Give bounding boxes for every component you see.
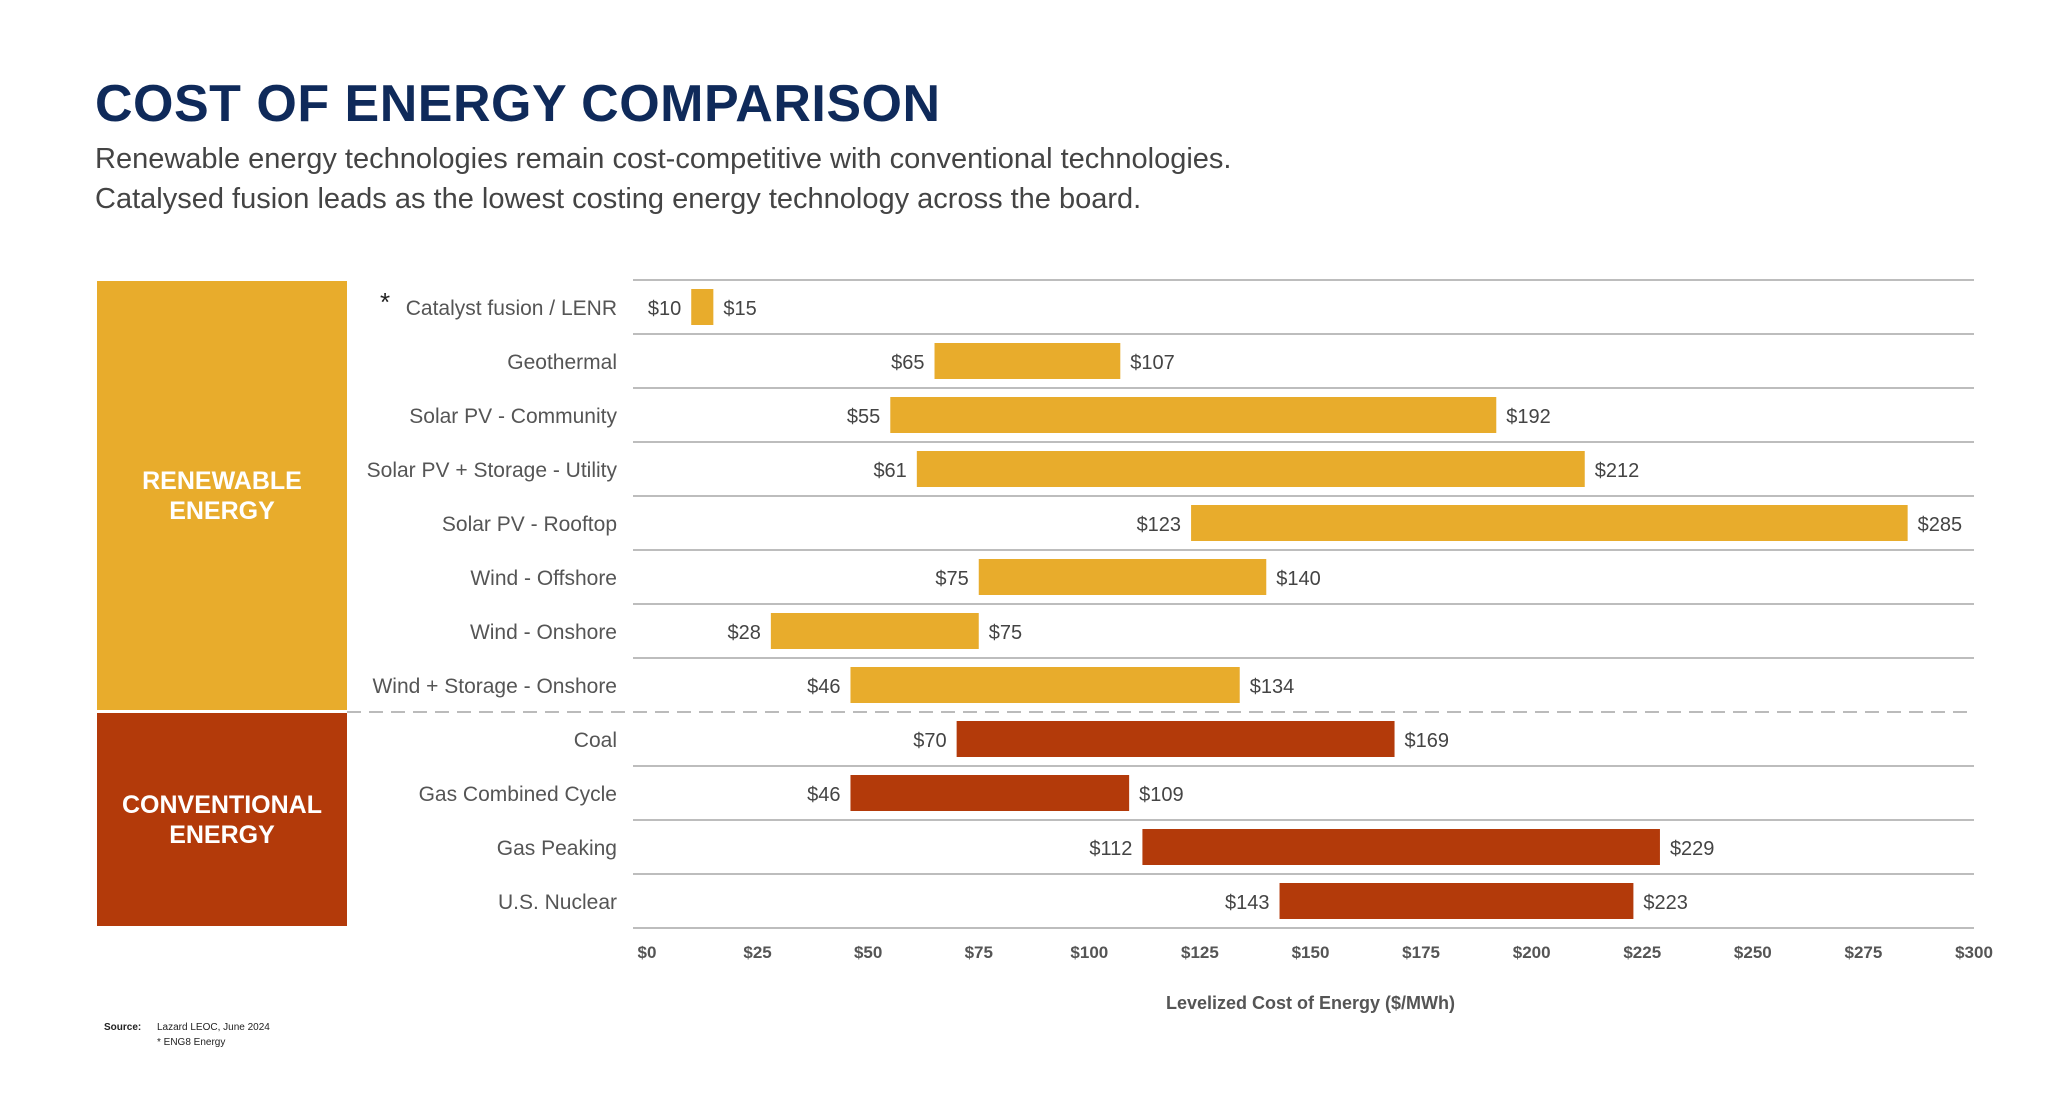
bar-renewable bbox=[890, 397, 1497, 433]
x-tick-label: $300 bbox=[1955, 943, 1993, 962]
subtitle-line-1: Renewable energy technologies remain cos… bbox=[95, 143, 1232, 175]
high-value-label: $229 bbox=[1670, 838, 1715, 860]
bar-renewable bbox=[934, 343, 1121, 379]
x-tick-label: $225 bbox=[1623, 943, 1661, 962]
bar-conventional bbox=[956, 721, 1395, 757]
row-label: U.S. Nuclear bbox=[498, 891, 617, 914]
x-tick-label: $125 bbox=[1181, 943, 1219, 962]
bar-renewable bbox=[916, 451, 1585, 487]
low-value-label: $123 bbox=[1137, 514, 1182, 536]
row-label: Catalyst fusion / LENR bbox=[406, 297, 617, 320]
high-value-label: $134 bbox=[1250, 676, 1295, 698]
low-value-label: $46 bbox=[807, 784, 840, 806]
x-tick-label: $25 bbox=[743, 943, 771, 962]
row-label: Wind - Onshore bbox=[470, 621, 617, 644]
bar-renewable bbox=[770, 613, 979, 649]
high-value-label: $107 bbox=[1130, 352, 1175, 374]
source-text: Lazard LEOC, June 2024 bbox=[157, 1022, 270, 1033]
page-title: COST OF ENERGY COMPARISON bbox=[95, 75, 941, 133]
x-tick-label: $175 bbox=[1402, 943, 1440, 962]
high-value-label: $140 bbox=[1276, 568, 1321, 590]
footnote-marker: * bbox=[380, 287, 390, 317]
bar-renewable bbox=[1191, 505, 1908, 541]
high-value-label: $75 bbox=[989, 622, 1022, 644]
low-value-label: $10 bbox=[648, 298, 681, 320]
x-tick-label: $250 bbox=[1734, 943, 1772, 962]
row-label: Solar PV - Community bbox=[409, 405, 617, 428]
high-value-label: $169 bbox=[1405, 730, 1450, 752]
bar-renewable bbox=[850, 667, 1240, 703]
row-label: Coal bbox=[574, 729, 617, 752]
x-tick-label: $50 bbox=[854, 943, 882, 962]
high-value-label: $212 bbox=[1595, 460, 1640, 482]
high-value-label: $192 bbox=[1506, 406, 1551, 428]
high-value-label: $285 bbox=[1918, 514, 1963, 536]
source-label: Source: bbox=[104, 1022, 142, 1033]
low-value-label: $46 bbox=[807, 676, 840, 698]
conventional-energy-category: CONVENTIONAL ENERGY bbox=[97, 713, 347, 926]
low-value-label: $28 bbox=[727, 622, 760, 644]
low-value-label: $70 bbox=[913, 730, 946, 752]
x-tick-label: $200 bbox=[1513, 943, 1551, 962]
bar-conventional bbox=[1279, 883, 1634, 919]
conventional-label-1: CONVENTIONAL bbox=[122, 790, 322, 819]
bar-conventional bbox=[850, 775, 1130, 811]
row-label: Wind + Storage - Onshore bbox=[372, 675, 617, 698]
bar-renewable bbox=[691, 289, 714, 325]
subtitle-line-2: Catalysed fusion leads as the lowest cos… bbox=[95, 183, 1142, 215]
row-label: Gas Combined Cycle bbox=[419, 783, 617, 806]
x-tick-label: $0 bbox=[638, 943, 657, 962]
low-value-label: $143 bbox=[1225, 892, 1270, 914]
renewable-energy-category: RENEWABLE ENERGY bbox=[97, 281, 347, 710]
x-axis-title: Levelized Cost of Energy ($/MWh) bbox=[1166, 993, 1455, 1013]
low-value-label: $75 bbox=[935, 568, 968, 590]
renewable-label-2: ENERGY bbox=[169, 496, 275, 525]
source-note: * ENG8 Energy bbox=[157, 1037, 226, 1048]
x-tick-label: $275 bbox=[1845, 943, 1883, 962]
high-value-label: $109 bbox=[1139, 784, 1184, 806]
bar-renewable bbox=[978, 559, 1267, 595]
row-label: Solar PV + Storage - Utility bbox=[367, 459, 618, 482]
row-label: Wind - Offshore bbox=[470, 567, 617, 590]
low-value-label: $65 bbox=[891, 352, 924, 374]
row-label: Solar PV - Rooftop bbox=[442, 513, 617, 536]
high-value-label: $15 bbox=[723, 298, 756, 320]
x-tick-label: $150 bbox=[1292, 943, 1330, 962]
row-label: Geothermal bbox=[507, 351, 617, 374]
row-label: Gas Peaking bbox=[497, 837, 617, 860]
low-value-label: $112 bbox=[1089, 838, 1132, 860]
x-tick-label: $100 bbox=[1070, 943, 1108, 962]
conventional-label-2: ENERGY bbox=[169, 820, 275, 849]
renewable-label-1: RENEWABLE bbox=[142, 466, 302, 495]
low-value-label: $61 bbox=[873, 460, 906, 482]
low-value-label: $55 bbox=[847, 406, 880, 428]
bar-conventional bbox=[1142, 829, 1660, 865]
high-value-label: $223 bbox=[1643, 892, 1688, 914]
x-tick-label: $75 bbox=[965, 943, 993, 962]
